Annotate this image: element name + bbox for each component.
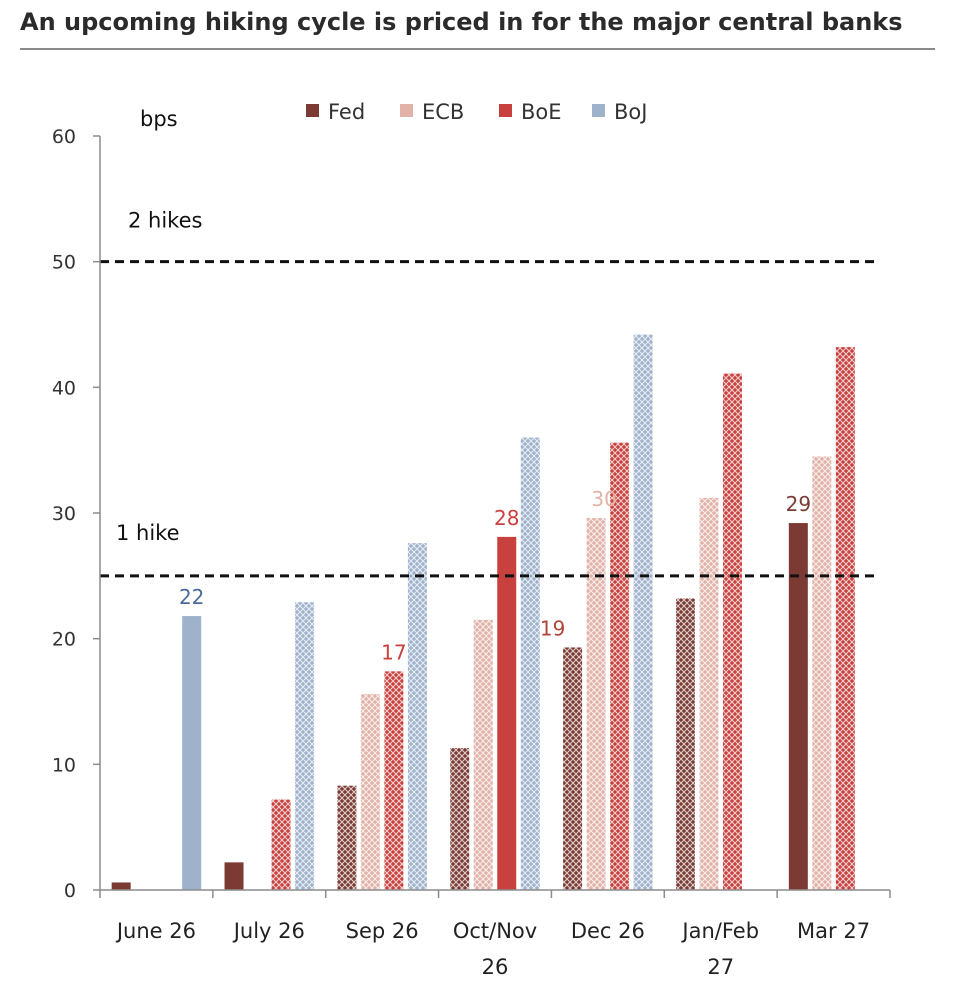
axes-layer: 0 10 20 30 40 50 60 June 26 July 26 Sep 26 Oct/Nov… bbox=[52, 126, 891, 979]
bar-fed-1 bbox=[224, 862, 244, 890]
legend-swatch-boj bbox=[592, 104, 605, 117]
legend-swatch-boe bbox=[499, 104, 512, 117]
bar-boe-6 bbox=[835, 347, 855, 890]
bar-boj-1 bbox=[295, 602, 315, 890]
y-tick-label-0: 0 bbox=[64, 880, 76, 902]
bar-boj-2 bbox=[407, 543, 427, 890]
title-underline bbox=[20, 48, 935, 50]
legend-swatch-ecb bbox=[400, 104, 413, 117]
data-label-0-3: 22 bbox=[179, 585, 204, 609]
x-tick-label-3-line1: 26 bbox=[482, 955, 509, 979]
bar-ecb-5 bbox=[699, 497, 719, 890]
reference-label-25: 1 hike bbox=[116, 521, 180, 545]
bar-fed-2 bbox=[337, 785, 357, 890]
legend: Fed ECB BoE BoJ bbox=[306, 100, 647, 124]
bar-fed-3 bbox=[450, 747, 470, 890]
bar-boe-1 bbox=[271, 799, 291, 890]
data-label-4-1: 30 bbox=[591, 487, 616, 511]
data-label-2-2: 17 bbox=[381, 640, 406, 664]
y-tick-label-40: 40 bbox=[52, 377, 76, 399]
x-tick-label-4: Dec 26 bbox=[571, 919, 645, 943]
data-label-6-0: 29 bbox=[786, 492, 811, 516]
bar-ecb-4 bbox=[586, 518, 606, 890]
y-axis-unit-label: bps bbox=[140, 107, 178, 131]
bar-boj-3 bbox=[520, 437, 540, 890]
x-tick-label-6: Mar 27 bbox=[797, 919, 870, 943]
bar-ecb-3 bbox=[473, 619, 493, 890]
legend-label-boj: BoJ bbox=[614, 100, 647, 124]
bar-boe-3 bbox=[497, 536, 517, 890]
data-label-3-2: 28 bbox=[494, 506, 519, 530]
bar-fed-6 bbox=[788, 523, 808, 890]
bar-boe-2 bbox=[384, 671, 404, 890]
y-tick-label-20: 20 bbox=[52, 629, 76, 651]
data-label-4-0: 19 bbox=[540, 616, 565, 640]
x-tick-label-5-line1: 27 bbox=[707, 955, 734, 979]
x-tick-label-0: June 26 bbox=[115, 919, 196, 943]
bar-boe-5 bbox=[722, 373, 742, 890]
bar-ecb-6 bbox=[812, 456, 832, 890]
bar-boj-0 bbox=[182, 616, 202, 890]
bar-fed-0 bbox=[111, 882, 131, 890]
legend-label-boe: BoE bbox=[521, 100, 562, 124]
y-tick-label-30: 30 bbox=[52, 503, 76, 525]
bar-boj-4 bbox=[633, 334, 653, 890]
bar-fed-4 bbox=[563, 647, 583, 890]
legend-swatch-fed bbox=[306, 104, 319, 117]
bar-fed-5 bbox=[675, 598, 695, 890]
bar-ecb-2 bbox=[360, 693, 380, 890]
bars-layer bbox=[111, 334, 855, 890]
reference-lines-layer: 2 hikes 1 hike bbox=[100, 209, 878, 578]
x-tick-label-5: Jan/Feb bbox=[680, 919, 759, 943]
x-tick-label-3: Oct/Nov bbox=[453, 919, 537, 943]
y-tick-label-60: 60 bbox=[52, 126, 76, 148]
reference-label-50: 2 hikes bbox=[128, 209, 202, 233]
x-tick-label-2: Sep 26 bbox=[346, 919, 419, 943]
labels-layer: bps 22 17 28 19 30 29 bbox=[140, 107, 811, 664]
legend-label-ecb: ECB bbox=[422, 100, 464, 124]
y-tick-label-50: 50 bbox=[52, 252, 76, 274]
chart-title: An upcoming hiking cycle is priced in fo… bbox=[20, 8, 903, 36]
legend-label-fed: Fed bbox=[328, 100, 365, 124]
x-tick-label-1: July 26 bbox=[232, 919, 305, 943]
y-tick-label-10: 10 bbox=[52, 754, 76, 776]
bar-boe-4 bbox=[610, 442, 630, 890]
